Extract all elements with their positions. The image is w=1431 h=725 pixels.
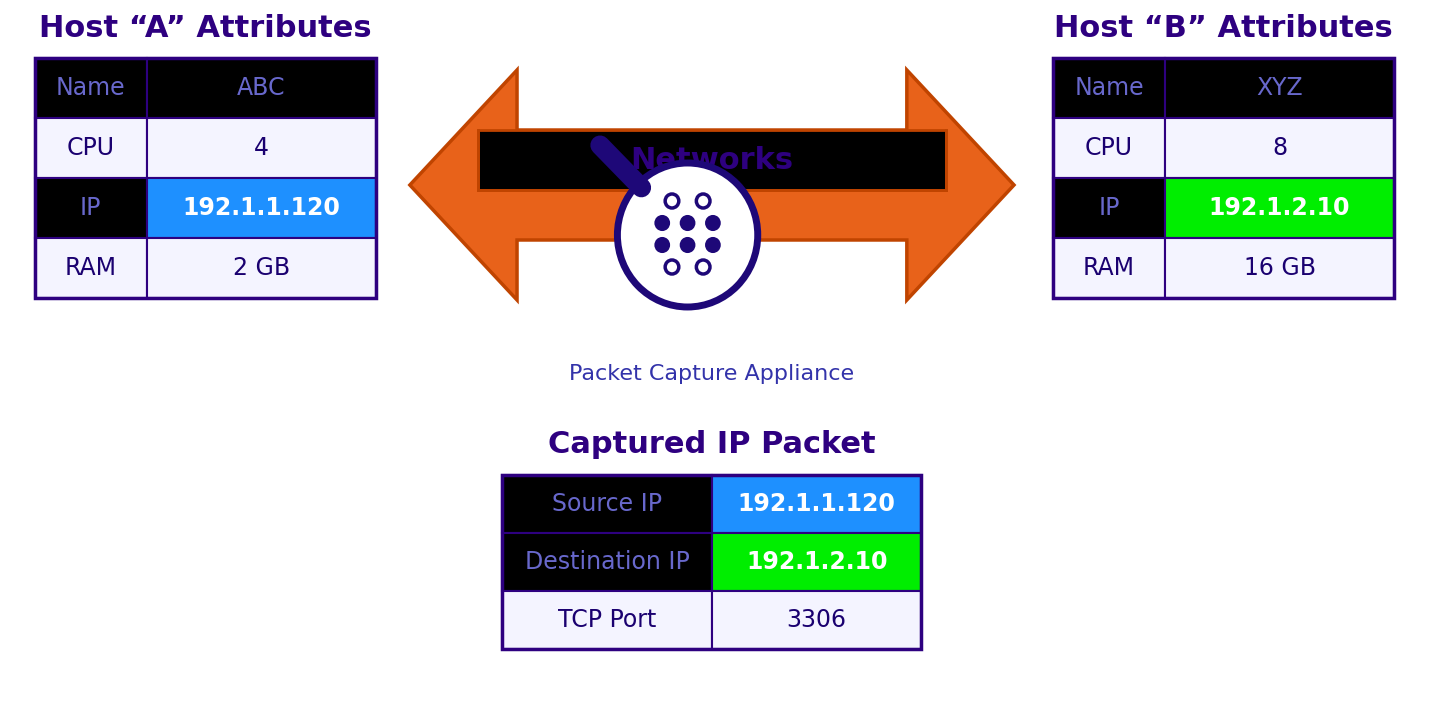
Bar — [34, 58, 376, 298]
Text: Host “A” Attributes: Host “A” Attributes — [39, 14, 372, 43]
Bar — [1053, 58, 1394, 298]
Text: Name: Name — [56, 76, 126, 100]
Bar — [147, 238, 376, 298]
Text: 4: 4 — [253, 136, 269, 160]
Text: Name: Name — [1075, 76, 1143, 100]
Bar — [1053, 58, 1165, 118]
Text: ABC: ABC — [238, 76, 286, 100]
Text: RAM: RAM — [1083, 256, 1135, 280]
Bar — [713, 591, 922, 649]
Text: IP: IP — [1099, 196, 1119, 220]
Bar — [34, 178, 147, 238]
Bar — [1053, 178, 1165, 238]
Text: Captured IP Packet: Captured IP Packet — [548, 430, 876, 459]
Bar — [1165, 178, 1394, 238]
Bar — [147, 58, 376, 118]
Text: TCP Port: TCP Port — [558, 608, 657, 632]
Circle shape — [705, 238, 720, 252]
Bar — [147, 118, 376, 178]
Bar — [1053, 118, 1165, 178]
Circle shape — [697, 260, 710, 274]
Text: XYZ: XYZ — [1256, 76, 1302, 100]
Circle shape — [681, 238, 694, 252]
Bar — [502, 591, 713, 649]
Text: 192.1.2.10: 192.1.2.10 — [1209, 196, 1351, 220]
Bar — [34, 58, 147, 118]
Text: 16 GB: 16 GB — [1244, 256, 1315, 280]
Text: 192.1.1.120: 192.1.1.120 — [738, 492, 896, 516]
Text: 192.1.1.120: 192.1.1.120 — [182, 196, 341, 220]
Text: RAM: RAM — [64, 256, 117, 280]
Circle shape — [655, 216, 670, 230]
Bar — [147, 178, 376, 238]
Bar — [1165, 118, 1394, 178]
Bar — [502, 475, 922, 649]
Bar — [713, 475, 922, 533]
Bar — [478, 130, 946, 190]
Text: Packet Capture Appliance: Packet Capture Appliance — [570, 364, 854, 384]
Text: 2 GB: 2 GB — [233, 256, 290, 280]
Text: Host “B” Attributes: Host “B” Attributes — [1055, 14, 1392, 43]
Circle shape — [681, 216, 694, 230]
Bar — [34, 118, 147, 178]
Bar — [1053, 238, 1165, 298]
Circle shape — [705, 216, 720, 230]
Text: Source IP: Source IP — [552, 492, 663, 516]
Bar — [502, 475, 713, 533]
Text: Networks: Networks — [631, 146, 794, 175]
Bar — [34, 238, 147, 298]
Text: CPU: CPU — [67, 136, 114, 160]
Circle shape — [665, 194, 678, 208]
Circle shape — [617, 163, 758, 307]
Bar — [713, 533, 922, 591]
Circle shape — [655, 238, 670, 252]
Polygon shape — [409, 70, 1015, 300]
Text: IP: IP — [80, 196, 102, 220]
Text: 3306: 3306 — [787, 608, 847, 632]
Text: CPU: CPU — [1085, 136, 1133, 160]
Bar — [1165, 58, 1394, 118]
Circle shape — [665, 260, 678, 274]
Circle shape — [697, 194, 710, 208]
Bar — [1165, 238, 1394, 298]
Text: 8: 8 — [1272, 136, 1286, 160]
Text: 192.1.2.10: 192.1.2.10 — [746, 550, 887, 574]
Text: Destination IP: Destination IP — [525, 550, 690, 574]
Bar — [502, 533, 713, 591]
